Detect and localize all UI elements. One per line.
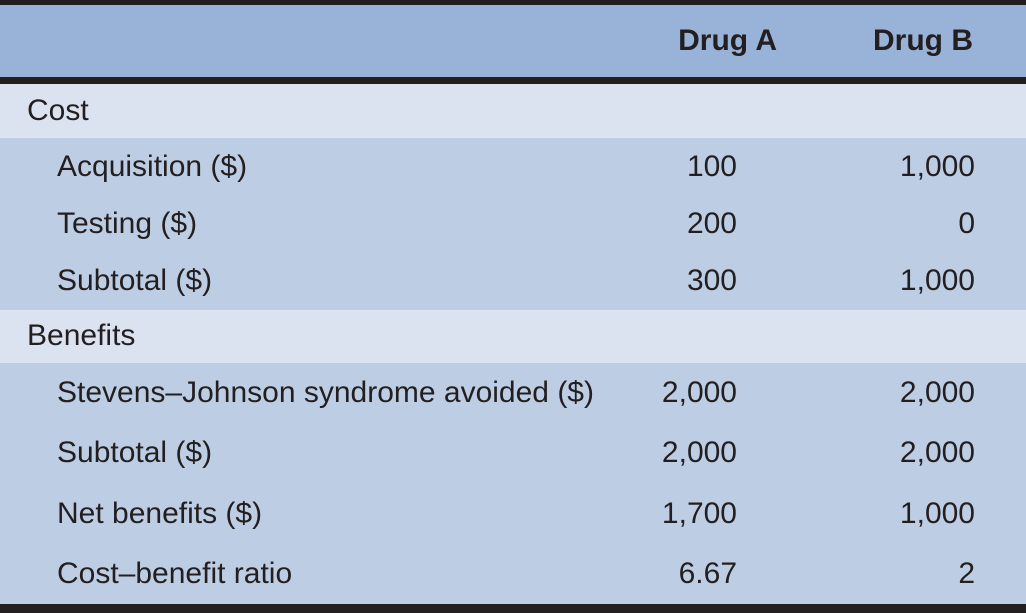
- drug-b-value: 2,000: [899, 376, 975, 410]
- drug-a-value: 100: [686, 149, 737, 183]
- row-cost-benefit-ratio: Cost–benefit ratio 6.67 2: [0, 543, 1026, 604]
- column-header-drug-a: Drug A: [678, 24, 777, 57]
- drug-a-value: 2,000: [661, 436, 737, 470]
- drug-a-value: 1,700: [661, 496, 737, 530]
- row-label: Testing ($): [57, 206, 198, 240]
- section-label: Benefits: [27, 319, 136, 353]
- row-benefits-subtotal: Subtotal ($) 2,000 2,000: [0, 423, 1026, 484]
- drug-a-value: 2,000: [661, 376, 737, 410]
- drug-b-value: 1,000: [899, 496, 975, 530]
- row-label: Acquisition ($): [57, 149, 248, 183]
- section-label: Cost: [27, 94, 89, 127]
- section-header-cost: Cost: [0, 84, 1026, 138]
- row-label: Subtotal ($): [57, 436, 213, 470]
- drug-b-value: 0: [958, 206, 975, 240]
- row-label: Stevens–Johnson syndrome avoided ($): [57, 376, 594, 410]
- drug-b-value: 2,000: [899, 436, 975, 470]
- drug-b-value: 1,000: [899, 149, 975, 183]
- row-cost-subtotal: Subtotal ($) 300 1,000: [0, 252, 1026, 310]
- column-header-drug-b: Drug B: [873, 24, 973, 57]
- section-header-benefits: Benefits: [0, 309, 1026, 363]
- top-rule: [0, 0, 1026, 5]
- row-label: Cost–benefit ratio: [57, 556, 293, 590]
- bottom-rule: [0, 603, 1026, 613]
- row-sjs-avoided: Stevens–Johnson syndrome avoided ($) 2,0…: [0, 362, 1026, 424]
- drug-b-value: 1,000: [899, 264, 975, 298]
- table-header-row: Drug A Drug B: [0, 5, 1026, 77]
- row-acquisition: Acquisition ($) 100 1,000: [0, 138, 1026, 196]
- benefits-rows-block: Stevens–Johnson syndrome avoided ($) 2,0…: [0, 362, 1026, 604]
- drug-a-value: 200: [686, 206, 737, 240]
- row-label: Net benefits ($): [57, 496, 263, 530]
- header-rule: [0, 77, 1026, 84]
- drug-a-value: 6.67: [678, 556, 737, 590]
- row-net-benefits: Net benefits ($) 1,700 1,000: [0, 483, 1026, 544]
- row-testing: Testing ($) 200 0: [0, 195, 1026, 253]
- row-label: Subtotal ($): [57, 264, 213, 298]
- cost-rows-block: Acquisition ($) 100 1,000 Testing ($) 20…: [0, 138, 1026, 310]
- drug-b-value: 2: [958, 556, 975, 590]
- drug-a-value: 300: [686, 264, 737, 298]
